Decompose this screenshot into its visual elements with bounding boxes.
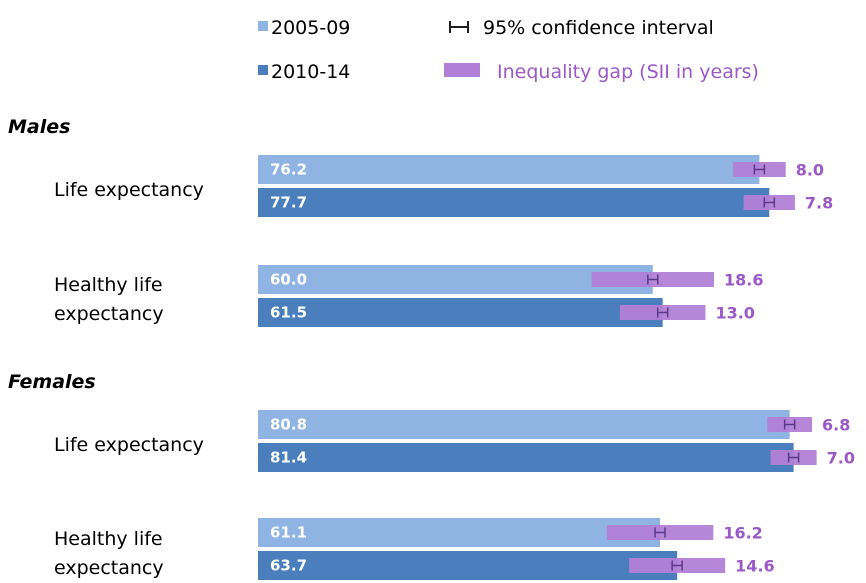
bar-females-life-expectancy-2010-14: [258, 443, 794, 472]
legend-swatch-gap: [444, 63, 480, 77]
bar-females-life-expectancy-2005-09: [258, 410, 790, 439]
legend-swatch-2005-09: [258, 21, 268, 31]
measure-label-females-hle-line2: expectancy: [54, 557, 164, 579]
bar-value-label-females-healthy-life-expectancy-2005-09: 61.1: [270, 524, 307, 542]
measure-label-females-hle-line1: Healthy life: [54, 528, 163, 550]
section-heading-females: Females: [8, 371, 96, 393]
gap-value-label-females-life-expectancy-2005-09: 6.8: [822, 416, 850, 435]
measure-label-males-hle-line1: Healthy life: [54, 274, 163, 296]
legend-label-2010-14: 2010-14: [271, 61, 350, 83]
gap-value-label-males-life-expectancy-2010-14: 7.8: [805, 194, 833, 213]
bar-females-healthy-life-expectancy-2010-14: [258, 551, 678, 580]
bar-value-label-males-life-expectancy-2005-09: 76.2: [270, 161, 307, 179]
bar-males-healthy-life-expectancy-2010-14: [258, 298, 663, 327]
measure-label-males-le: Life expectancy: [54, 179, 204, 201]
bar-value-label-males-healthy-life-expectancy-2005-09: 60.0: [270, 271, 307, 289]
bar-males-healthy-life-expectancy-2005-09: [258, 265, 653, 294]
bar-males-life-expectancy-2005-09: [258, 155, 760, 184]
bar-value-label-males-healthy-life-expectancy-2010-14: 61.5: [270, 304, 307, 322]
measure-label-females-le: Life expectancy: [54, 434, 204, 456]
gap-value-label-males-life-expectancy-2005-09: 8.0: [796, 161, 824, 180]
gap-value-label-females-healthy-life-expectancy-2005-09: 16.2: [723, 524, 762, 543]
bar-value-label-females-life-expectancy-2005-09: 80.8: [270, 416, 307, 434]
section-heading-males: Males: [8, 116, 70, 138]
legend-label-2005-09: 2005-09: [271, 17, 350, 39]
legend-label-gap: Inequality gap (SII in years): [497, 61, 759, 83]
bar-females-healthy-life-expectancy-2005-09: [258, 518, 661, 547]
bar-males-life-expectancy-2010-14: [258, 188, 770, 217]
gap-value-label-males-healthy-life-expectancy-2005-09: 18.6: [724, 271, 763, 290]
bar-value-label-males-life-expectancy-2010-14: 77.7: [270, 194, 307, 212]
legend-label-ci: 95% confidence interval: [483, 17, 714, 39]
bar-value-label-females-healthy-life-expectancy-2010-14: 63.7: [270, 557, 307, 575]
gap-value-label-males-healthy-life-expectancy-2010-14: 13.0: [715, 304, 754, 323]
bar-value-label-females-life-expectancy-2010-14: 81.4: [270, 449, 307, 467]
gap-value-label-females-life-expectancy-2010-14: 7.0: [827, 449, 855, 468]
measure-label-males-hle-line2: expectancy: [54, 303, 164, 325]
chart-marks: 76.2 8.0 77.7 7.8 60.0 18.6 61.5 13.0 80.8 6.8 81.…: [258, 155, 855, 580]
legend-swatch-2010-14: [258, 65, 268, 75]
legend-ci-icon: [449, 21, 469, 33]
gap-value-label-females-healthy-life-expectancy-2010-14: 14.6: [735, 557, 774, 576]
